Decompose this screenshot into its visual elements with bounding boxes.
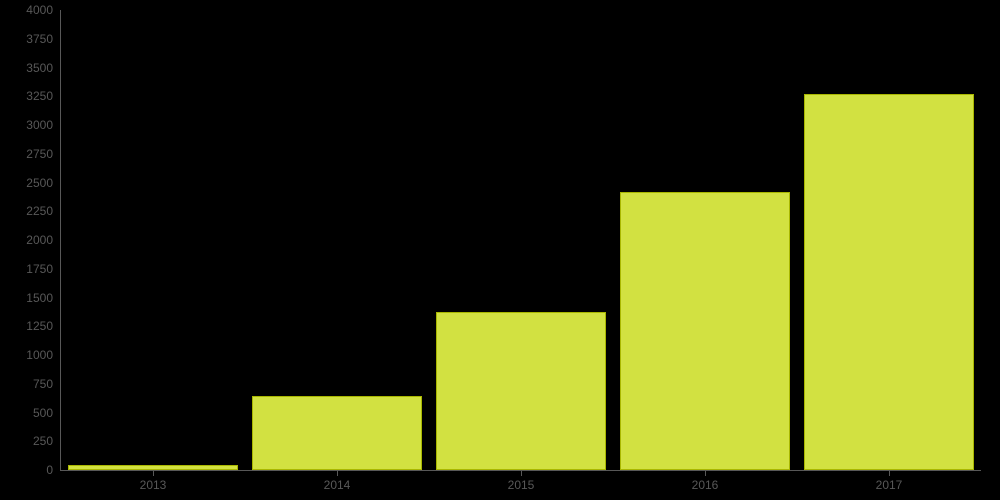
x-tick-label: 2014 xyxy=(324,470,351,492)
bar xyxy=(68,465,237,470)
y-tick-label: 3500 xyxy=(26,61,61,75)
y-tick-label: 3250 xyxy=(26,89,61,103)
y-tick-label: 1250 xyxy=(26,319,61,333)
plot-area: 0250500750100012501500175020002250250027… xyxy=(60,10,981,471)
bar xyxy=(252,396,421,470)
y-tick-label: 3750 xyxy=(26,32,61,46)
y-tick-label: 2500 xyxy=(26,176,61,190)
bar xyxy=(804,94,973,470)
y-tick-label: 2250 xyxy=(26,204,61,218)
y-tick-label: 3000 xyxy=(26,118,61,132)
bar xyxy=(436,312,605,470)
y-tick-label: 250 xyxy=(33,434,61,448)
y-tick-label: 750 xyxy=(33,377,61,391)
x-tick-label: 2016 xyxy=(692,470,719,492)
y-tick-label: 1750 xyxy=(26,262,61,276)
y-tick-label: 4000 xyxy=(26,3,61,17)
y-tick-label: 0 xyxy=(46,463,61,477)
y-tick-label: 2000 xyxy=(26,233,61,247)
y-tick-label: 2750 xyxy=(26,147,61,161)
x-tick-label: 2015 xyxy=(508,470,535,492)
y-tick-label: 1500 xyxy=(26,291,61,305)
bar xyxy=(620,192,789,470)
y-tick-label: 500 xyxy=(33,406,61,420)
y-tick-label: 1000 xyxy=(26,348,61,362)
bar-chart: 0 250 500 750 1000 1250 1500 1750 2000 2250 2500 27… xyxy=(0,0,1000,500)
x-tick-label: 2017 xyxy=(876,470,903,492)
x-tick-label: 2013 xyxy=(140,470,167,492)
